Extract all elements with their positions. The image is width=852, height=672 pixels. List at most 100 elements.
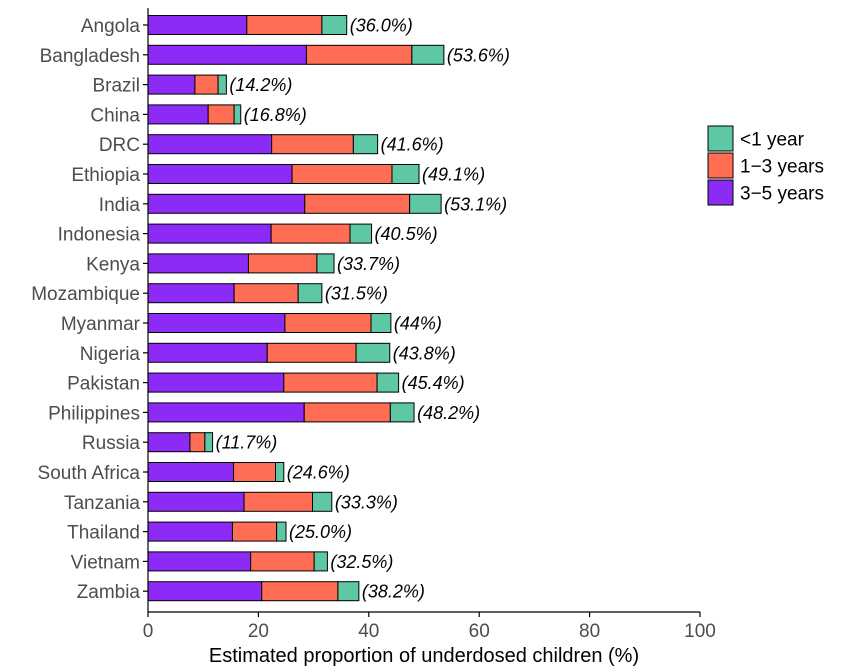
bar-india-series-1 [304,193,411,214]
category-label-angola: Angola [81,16,141,37]
bar-philippines-series-0 [147,402,305,423]
legend-key-1 [707,152,734,179]
bar-south-africa-series-2 [275,462,285,482]
bar-vietnam-series-1 [250,551,315,572]
category-label-russia: Russia [82,433,141,454]
total-label-nigeria: (43.8%) [393,343,456,363]
bar-indonesia-series-2 [349,223,373,244]
x-axis-title: Estimated proportion of underdosed child… [209,645,639,667]
legend-key-0 [707,125,734,152]
bar-china-series-1 [207,104,235,125]
bar-ethiopia-series-1 [291,164,393,184]
x-tick-label: 100 [684,621,716,642]
bar-tanzania-series-1 [243,491,313,512]
total-label-ethiopia: (49.1%) [422,165,485,185]
category-label-drc: DRC [99,135,140,156]
bar-thailand-series-2 [276,521,287,542]
total-label-philippines: (48.2%) [417,403,480,423]
bar-pakistan-series-1 [283,372,378,393]
bar-zambia-series-1 [261,581,339,602]
total-label-brazil: (14.2%) [229,75,292,95]
legend-label-2: 3−5 years [740,184,824,205]
bar-brazil-series-1 [194,74,219,95]
bar-drc-series-0 [147,134,273,155]
y-axis [143,8,149,612]
bar-vietnam-series-2 [313,551,328,572]
legend-label-1: 1−3 years [740,157,824,178]
x-axis: 0 20 40 60 80 100 [143,611,716,642]
category-label-mozambique: Mozambique [31,284,140,305]
total-label-mozambique: (31.5%) [325,284,388,304]
category-label-bangladesh: Bangladesh [40,46,140,67]
bar-mozambique-series-0 [147,283,235,304]
category-label-south-africa: South Africa [38,463,141,484]
total-label-russia: (11.7%) [216,433,278,453]
bar-angola-series-1 [246,15,323,35]
total-labels: (36.0%) (53.6%) (14.2%) (16.8%) (41.6%) (49.1… [216,16,510,602]
category-label-indonesia: Indonesia [58,225,141,246]
bar-drc-series-2 [352,134,379,155]
bar-mozambique-series-1 [233,283,299,304]
category-label-india: India [99,195,141,216]
bar-russia-series-0 [147,432,191,453]
bar-brazil-series-2 [217,74,227,95]
bar-angola-series-2 [321,15,348,35]
x-tick-label: 20 [248,621,269,642]
bar-myanmar-series-1 [284,313,372,333]
bar-tanzania-series-2 [311,491,333,512]
total-label-china: (16.8%) [244,105,307,125]
total-label-india: (53.1%) [444,194,507,214]
bars-layer [147,15,445,602]
bar-thailand-series-0 [147,521,233,542]
bar-bangladesh-series-2 [411,44,445,65]
category-label-zambia: Zambia [77,582,141,603]
x-tick-label: 80 [579,621,600,642]
total-label-bangladesh: (53.6%) [447,45,510,65]
total-label-zambia: (38.2%) [362,582,425,602]
category-label-china: China [90,105,140,126]
bar-south-africa-series-0 [147,462,235,482]
bar-india-series-0 [147,193,306,214]
total-label-tanzania: (33.3%) [335,492,398,512]
category-label-philippines: Philippines [48,403,140,424]
category-label-thailand: Thailand [67,523,140,544]
total-label-angola: (36.0%) [350,16,413,36]
bar-drc-series-1 [271,134,354,155]
total-label-vietnam: (32.5%) [330,552,393,572]
bar-kenya-series-2 [316,253,335,274]
legend: <1 year 1−3 years 3−5 years [707,125,824,206]
x-tick-label: 0 [143,621,154,642]
total-label-thailand: (25.0%) [289,522,352,542]
bar-china-series-2 [233,104,242,125]
bar-zambia-series-0 [147,581,263,602]
bar-pakistan-series-0 [147,372,285,393]
bar-philippines-series-1 [303,402,391,423]
bar-south-africa-series-1 [233,462,277,482]
category-label-nigeria: Nigeria [80,344,141,365]
bar-philippines-series-2 [389,402,415,423]
bar-mozambique-series-2 [297,283,323,304]
total-label-myanmar: (44%) [394,314,442,334]
total-label-pakistan: (45.4%) [402,373,465,393]
category-label-pakistan: Pakistan [67,374,140,395]
bar-nigeria-series-1 [266,342,357,363]
bar-angola-series-0 [147,15,248,35]
bar-india-series-2 [409,193,442,214]
bar-bangladesh-series-0 [147,44,307,65]
bar-china-series-0 [147,104,209,125]
bar-myanmar-series-2 [370,313,392,333]
bar-tanzania-series-0 [147,491,245,512]
bar-kenya-series-0 [147,253,249,274]
bar-kenya-series-1 [247,253,318,274]
category-labels: Angola Bangladesh Brazil China DRC Ethiopia In… [31,16,140,603]
category-label-brazil: Brazil [92,76,140,97]
bar-russia-series-2 [204,432,214,453]
bar-bangladesh-series-1 [305,44,413,65]
total-label-kenya: (33.7%) [337,254,400,274]
bar-vietnam-series-0 [147,551,252,572]
bar-nigeria-series-0 [147,342,268,363]
bar-nigeria-series-2 [355,342,391,363]
x-tick-label: 40 [358,621,379,642]
category-label-myanmar: Myanmar [61,314,141,335]
